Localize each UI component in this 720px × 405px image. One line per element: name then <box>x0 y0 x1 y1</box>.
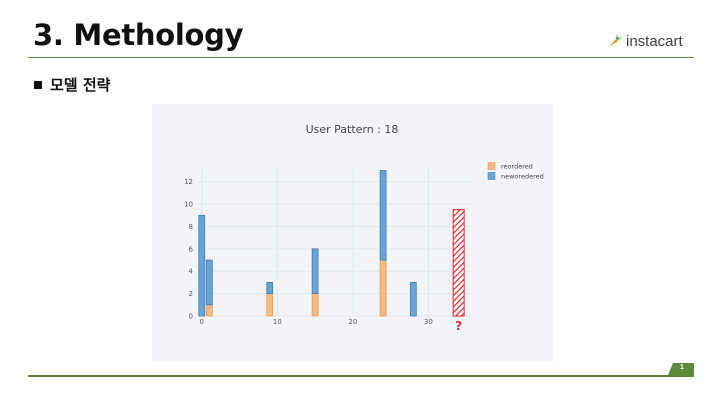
x-axis: 0 10 20 30 <box>200 318 433 326</box>
legend-swatch-neworedered <box>487 172 496 180</box>
title-divider <box>28 57 694 58</box>
bar-neworedered <box>205 259 213 306</box>
y-tick-label: 4 <box>189 268 194 276</box>
y-tick-label: 8 <box>189 223 193 231</box>
x-tick-label: 0 <box>200 318 204 326</box>
chart-legend: reordered neworedered <box>487 162 544 181</box>
x-tick-label: 10 <box>273 318 282 326</box>
bar-reordered <box>311 293 319 317</box>
prediction-question-mark: ? <box>455 319 462 333</box>
slide-title: 3. Methology <box>33 18 244 52</box>
bar-neworedered <box>379 170 387 261</box>
legend-label-neworedered: neworedered <box>501 173 544 181</box>
bar-reordered <box>205 304 213 317</box>
bar-reordered <box>379 259 387 317</box>
y-tick-label: 12 <box>184 178 193 186</box>
bar-neworedered <box>198 214 206 317</box>
bullet-text: 모델 전략 <box>50 76 111 94</box>
footer-divider <box>28 375 694 377</box>
bar-neworedered <box>409 282 417 317</box>
y-axis: 0 2 4 6 8 10 12 <box>184 178 193 320</box>
page-number: 1 <box>680 364 684 371</box>
chart-panel: User Pattern : 18 0 2 4 6 8 10 12 0 10 20 30 ? re… <box>152 104 553 362</box>
y-tick-label: 6 <box>189 245 194 253</box>
y-tick-label: 0 <box>189 313 193 321</box>
x-tick-label: 20 <box>348 318 357 326</box>
carrot-icon <box>609 34 622 47</box>
bullet-square-icon <box>34 80 42 89</box>
chart-title: User Pattern : 18 <box>306 123 399 136</box>
bar-reordered <box>266 293 274 317</box>
bar-neworedered <box>266 282 274 295</box>
legend-swatch-reordered <box>487 162 496 170</box>
prediction-bar <box>452 209 465 317</box>
y-tick-label: 2 <box>189 290 193 298</box>
page-number-badge <box>668 363 694 375</box>
legend-label-reordered: reordered <box>501 163 533 171</box>
y-tick-label: 10 <box>184 201 193 209</box>
logo-text: instacart <box>626 32 683 50</box>
x-tick-label: 30 <box>424 318 433 326</box>
bar-neworedered <box>311 248 319 295</box>
instacart-logo: instacart <box>607 30 683 52</box>
bullet-item: 모델 전략 <box>34 74 110 95</box>
user-pattern-chart: User Pattern : 18 0 2 4 6 8 10 12 0 10 20 30 ? re… <box>184 123 544 333</box>
chart-grid <box>198 166 470 317</box>
bars: ? <box>198 170 465 333</box>
